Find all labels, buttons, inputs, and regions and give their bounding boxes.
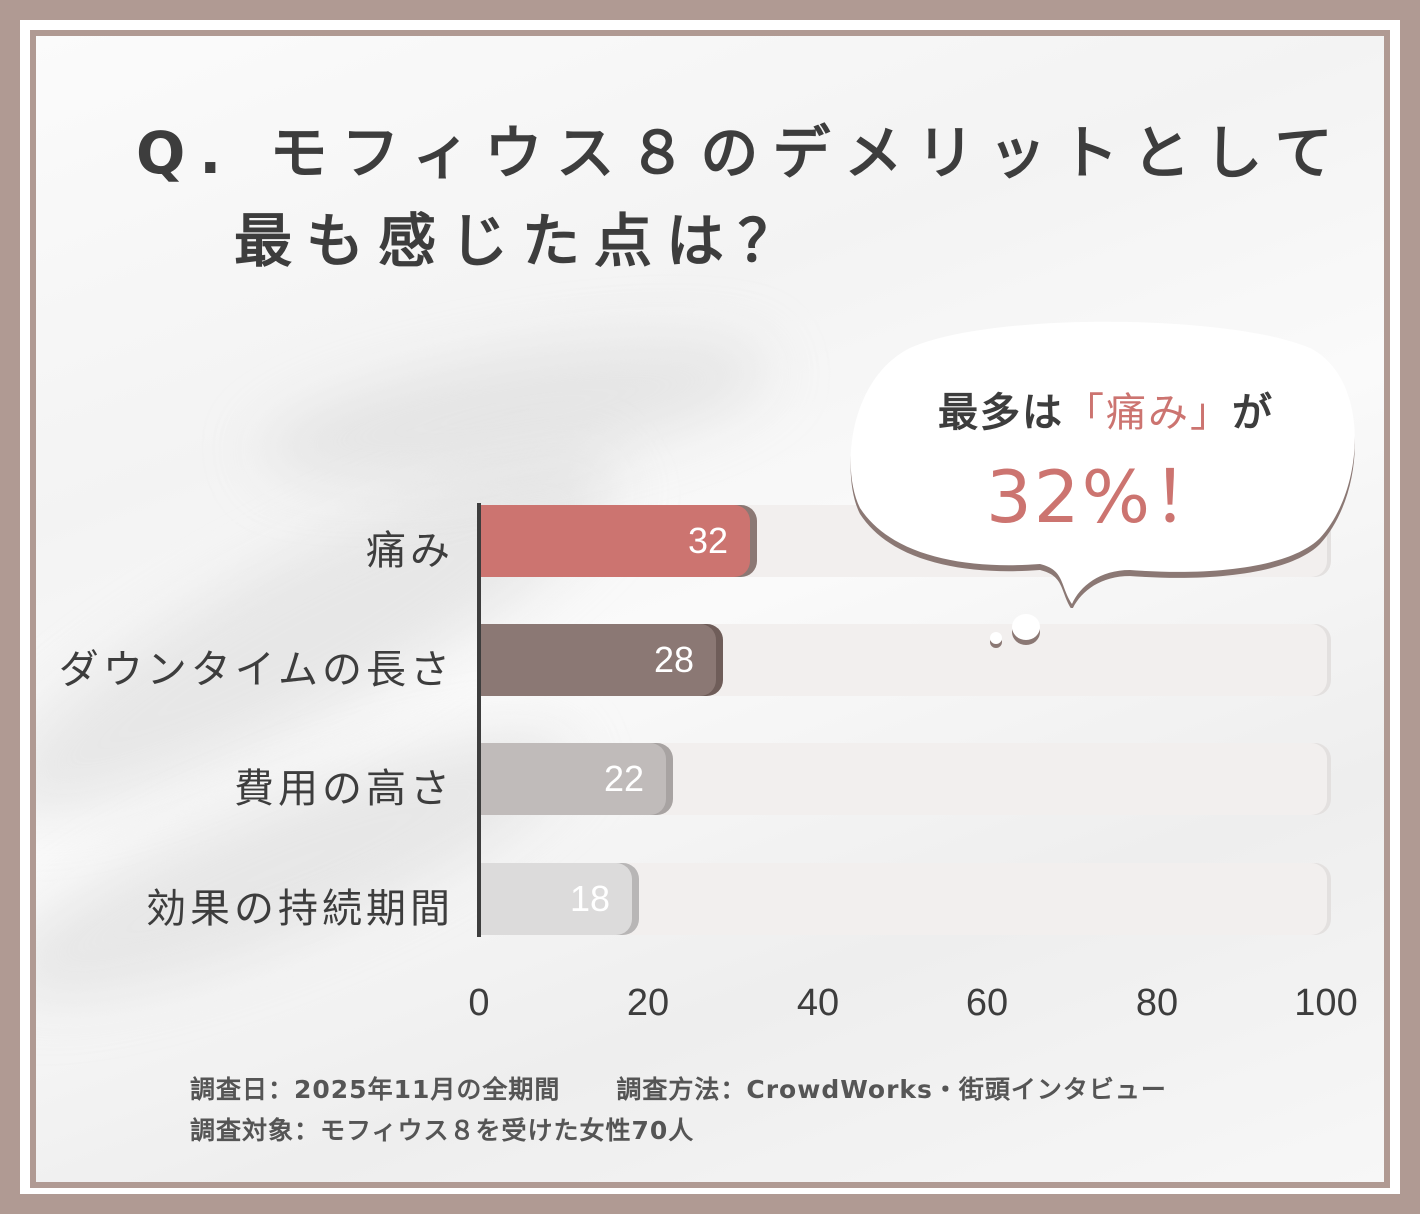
category-label: 費用の高さ	[234, 766, 454, 812]
survey-method: 調査方法：CrowdWorks・街頭インタビュー	[616, 1075, 1167, 1104]
x-tick: 100	[1294, 982, 1358, 1024]
category-label: 痛み	[366, 528, 454, 574]
bar-value: 22	[603, 758, 644, 799]
category-label: 効果の持続期間	[146, 886, 454, 932]
survey-target: 調査対象：モフィウス８を受けた女性70人	[190, 1116, 695, 1145]
callout-highlight: 「痛み」	[1064, 390, 1232, 436]
bar-cost: 22	[479, 743, 666, 815]
x-tick: 40	[796, 982, 840, 1024]
bar-value: 18	[569, 878, 610, 919]
chart-canvas	[36, 36, 1384, 1182]
category-label: ダウンタイムの長さ	[58, 647, 454, 693]
inner-frame-border	[30, 30, 1390, 1188]
bubble-tail-dot	[990, 632, 1002, 644]
callout-bubble: 最多は「痛み」が 32%！	[850, 318, 1362, 608]
x-tick: 0	[468, 982, 490, 1024]
x-tick: 60	[965, 982, 1009, 1024]
callout-headline: 最多は「痛み」が	[850, 380, 1362, 438]
chart-title-line1: Q. モフィウス８のデメリットとして	[136, 119, 1347, 187]
callout-value: 32%！	[985, 455, 1227, 539]
bar-downtime: 28	[479, 624, 716, 696]
callout-prefix: 最多は	[938, 390, 1064, 436]
speech-bubble-icon	[850, 321, 1355, 608]
survey-info-line1: 調査日：2025年11月の全期間 調査方法：CrowdWorks・街頭インタビュー	[190, 1070, 1167, 1106]
bar-pain: 32	[479, 505, 750, 577]
bar-duration: 18	[479, 863, 632, 935]
bar-value: 32	[687, 520, 728, 561]
x-tick: 20	[626, 982, 670, 1024]
callout-suffix: が	[1232, 390, 1274, 436]
survey-date: 調査日：2025年11月の全期間	[190, 1075, 561, 1104]
y-axis-line	[477, 503, 481, 937]
bubble-tail-dot	[1012, 614, 1040, 640]
bar-value: 28	[653, 639, 694, 680]
chart-title-line2: 最も感じた点は？	[234, 207, 811, 275]
x-tick: 80	[1135, 982, 1179, 1024]
